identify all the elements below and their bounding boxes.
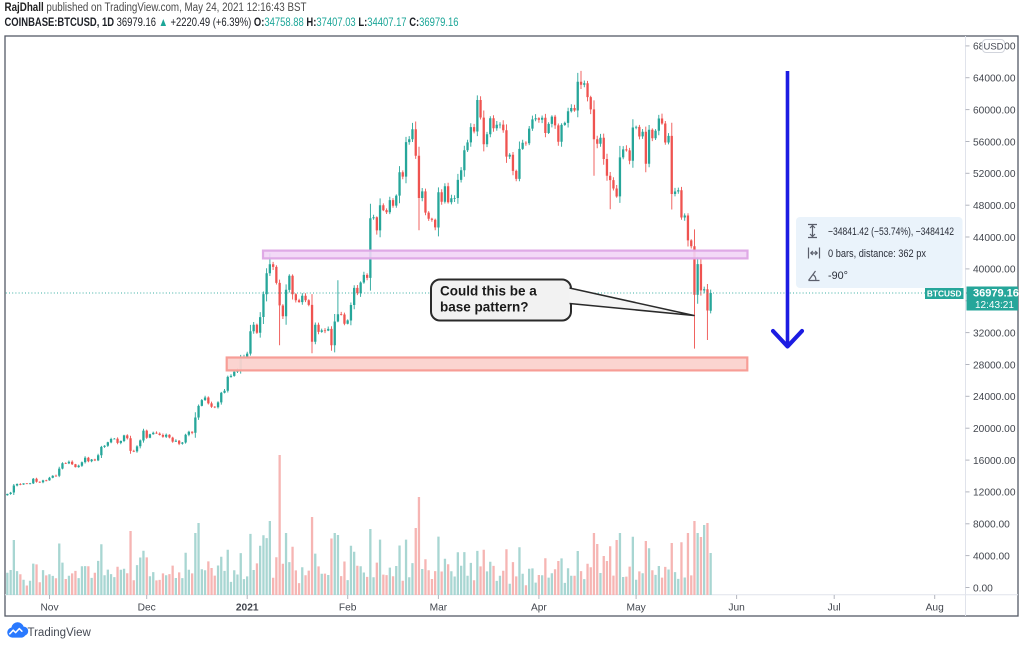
svg-text:Jun: Jun bbox=[728, 603, 744, 614]
svg-text:Aug: Aug bbox=[926, 603, 944, 614]
svg-text:−34841.42 (−53.74%), −3484142: −34841.42 (−53.74%), −3484142 bbox=[828, 226, 954, 238]
svg-text:Dec: Dec bbox=[138, 603, 156, 614]
svg-text:52000.00: 52000.00 bbox=[973, 169, 1016, 180]
svg-text:4000.00: 4000.00 bbox=[973, 551, 1010, 562]
svg-text:Jul: Jul bbox=[828, 603, 841, 614]
svg-text:20000.00: 20000.00 bbox=[973, 424, 1016, 435]
svg-text:USD: USD bbox=[983, 42, 1003, 53]
svg-text:Mar: Mar bbox=[430, 603, 448, 614]
svg-text:Nov: Nov bbox=[40, 603, 59, 614]
svg-text:40000.00: 40000.00 bbox=[973, 265, 1016, 276]
svg-text:0 bars, distance: 362 px: 0 bars, distance: 362 px bbox=[828, 248, 927, 260]
svg-text:8000.00: 8000.00 bbox=[973, 520, 1010, 531]
svg-text:May: May bbox=[626, 603, 646, 614]
svg-text:48000.00: 48000.00 bbox=[973, 201, 1016, 212]
svg-text:TradingView: TradingView bbox=[28, 627, 92, 639]
svg-text:28000.00: 28000.00 bbox=[973, 360, 1016, 371]
svg-text:Feb: Feb bbox=[339, 603, 357, 614]
svg-text:RajDhall published on TradingV: RajDhall published on TradingView.com, M… bbox=[5, 2, 307, 14]
svg-text:-90°: -90° bbox=[828, 270, 848, 282]
svg-text:64000.00: 64000.00 bbox=[973, 74, 1016, 85]
svg-text:base pattern?: base pattern? bbox=[440, 300, 529, 315]
svg-text:16000.00: 16000.00 bbox=[973, 456, 1016, 467]
svg-text:44000.00: 44000.00 bbox=[973, 233, 1016, 244]
svg-text:12000.00: 12000.00 bbox=[973, 488, 1016, 499]
svg-text:BTCUSD: BTCUSD bbox=[927, 289, 962, 299]
svg-text:Could this be a: Could this be a bbox=[440, 284, 537, 299]
svg-text:36979.16: 36979.16 bbox=[973, 288, 1019, 300]
svg-text:24000.00: 24000.00 bbox=[973, 392, 1016, 403]
svg-text:12:43:21: 12:43:21 bbox=[975, 300, 1014, 311]
svg-text:Apr: Apr bbox=[531, 603, 547, 614]
svg-text:2021: 2021 bbox=[236, 603, 259, 614]
svg-text:56000.00: 56000.00 bbox=[973, 137, 1016, 148]
svg-text:0.00: 0.00 bbox=[973, 583, 993, 594]
svg-text:32000.00: 32000.00 bbox=[973, 328, 1016, 339]
svg-text:COINBASE:BTCUSD, 1D 36979.16: COINBASE:BTCUSD, 1D 36979.16 ▲ +2220.49 … bbox=[5, 15, 459, 29]
svg-text:60000.00: 60000.00 bbox=[973, 105, 1016, 116]
